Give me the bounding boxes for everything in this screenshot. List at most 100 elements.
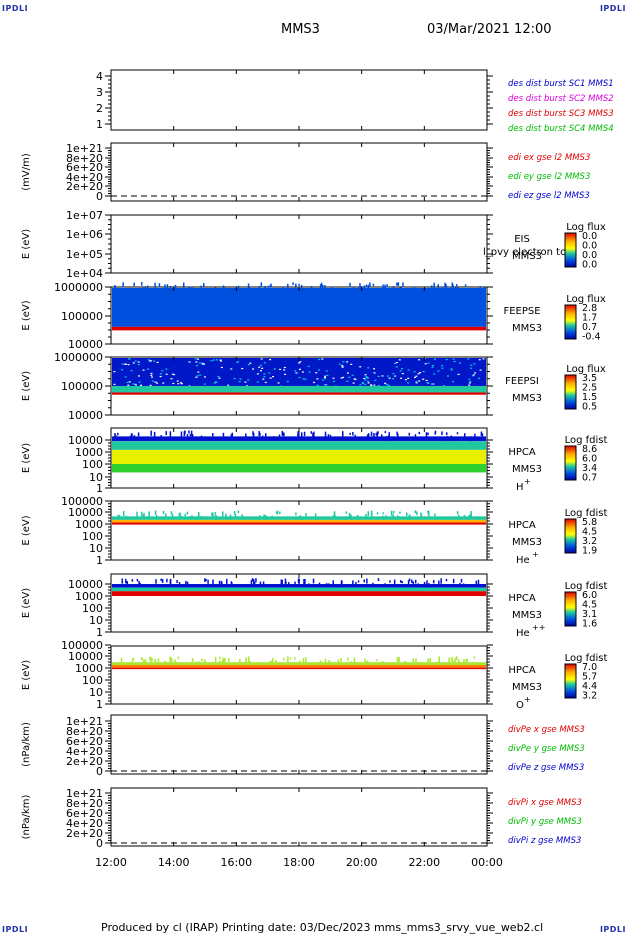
spectrogram-speckle <box>159 375 162 378</box>
colorbar <box>564 518 577 554</box>
spectrogram-speckle <box>473 363 476 365</box>
spectrogram-speckle <box>225 513 227 518</box>
spectrogram-band-green-yellow <box>112 662 486 666</box>
spectrogram-speckle <box>199 374 202 376</box>
spacecraft-label: MMS3 <box>512 393 542 404</box>
spectrogram-speckle <box>130 433 133 438</box>
spectrogram-speckle <box>457 515 460 521</box>
spectrogram-speckle <box>298 283 300 286</box>
colorbar-tick-label: 2.5 <box>582 383 597 394</box>
spectrogram-speckle <box>198 362 201 364</box>
colorbar <box>564 663 577 699</box>
spectrogram-speckle <box>169 661 172 664</box>
spectrogram-speckle <box>215 381 218 383</box>
spectrogram-speckle <box>287 283 289 290</box>
legend-entry: divPi x gse MMS3 <box>508 798 582 808</box>
colorbar-tick-label: 1.5 <box>582 392 597 403</box>
spectrogram-speckle <box>150 376 153 378</box>
spectrogram-speckle <box>407 580 410 586</box>
spectrogram-speckle <box>286 380 289 383</box>
spectrogram-speckle <box>164 660 166 667</box>
spectrogram-speckle <box>312 432 314 437</box>
spectrogram-speckle <box>397 515 399 520</box>
spectrogram-speckle <box>194 358 197 360</box>
spectrogram-speckle <box>365 284 368 288</box>
spectrogram-speckle <box>140 282 143 286</box>
spectrogram-speckle <box>437 284 439 290</box>
spectrogram-speckle <box>390 510 393 516</box>
spectrogram-speckle <box>259 515 261 521</box>
spectrogram-speckle <box>420 514 423 518</box>
spectrogram-speckle <box>247 283 250 289</box>
spectrogram-speckle <box>324 377 327 380</box>
spectrogram-speckle <box>164 284 166 291</box>
spectrogram-speckle <box>377 375 380 377</box>
spectrogram-speckle <box>185 580 187 587</box>
instrument-label: HPCA <box>508 665 536 676</box>
x-tick-label: 14:00 <box>158 856 190 869</box>
spectrogram-speckle <box>173 373 176 376</box>
spectrogram-speckle <box>233 511 236 515</box>
spectrogram-speckle <box>222 432 225 439</box>
spectrogram-speckle <box>230 434 233 437</box>
spectrogram-speckle <box>275 660 277 663</box>
spectrogram-speckle <box>469 513 472 518</box>
spectrogram-speckle <box>381 515 384 522</box>
spectrogram-speckle <box>238 381 241 383</box>
spectrogram-speckle <box>278 434 281 440</box>
spectrogram-speckle <box>350 514 352 521</box>
colorbar-tick-label: 0.0 <box>582 250 597 261</box>
spectrogram-speckle <box>380 434 383 439</box>
spectrogram-speckle <box>401 581 404 584</box>
spectrogram-speckle <box>148 657 151 660</box>
spectrogram-speckle <box>195 365 198 367</box>
spectrogram-speckle <box>191 287 193 292</box>
spectrogram-speckle <box>212 579 214 585</box>
spectrogram-speckle <box>396 282 398 286</box>
spectrogram-speckle <box>252 432 255 439</box>
spectrogram-speckle <box>214 512 217 515</box>
spectrogram-speckle <box>324 658 327 663</box>
colorbar-title: Log flux <box>566 294 606 305</box>
spectrogram-speckle <box>130 370 133 372</box>
spectrogram-speckle <box>263 514 265 517</box>
colorbar <box>564 374 577 410</box>
spectrogram-speckle <box>316 583 318 588</box>
legend-entry: divPe x gse MMS3 <box>508 725 585 735</box>
charge-label: + <box>532 550 539 559</box>
spectrogram-band-red <box>112 326 486 331</box>
spectrogram-speckle <box>155 579 157 584</box>
spectrogram-band-cyan-green <box>112 441 486 450</box>
spectrogram-speckle <box>195 361 198 363</box>
spectrogram-speckle <box>212 512 214 519</box>
colorbar-title: Log fdist <box>565 581 608 592</box>
spectrogram-speckle <box>221 582 223 585</box>
spectrogram-speckle <box>392 286 395 292</box>
spectrogram-speckle <box>392 378 395 380</box>
charge-label: + <box>524 695 531 704</box>
spectrogram-speckle <box>319 660 322 666</box>
legend-entry: des dist burst SC4 MMS4 <box>508 124 614 134</box>
spectrogram-speckle <box>114 286 117 289</box>
spectrogram-speckle <box>204 659 206 663</box>
spectrogram-speckle <box>219 360 222 362</box>
spectrogram-speckle <box>347 657 349 661</box>
spectrogram-speckle <box>234 513 237 519</box>
spectrogram-speckle <box>427 510 430 517</box>
spectrogram-speckle <box>303 431 306 437</box>
spectrogram-speckle <box>140 511 143 517</box>
spectrogram-speckle <box>171 373 174 375</box>
spectrogram-speckle <box>404 379 407 381</box>
spectrogram-speckle <box>301 371 304 373</box>
spectrogram-speckle <box>127 384 130 386</box>
spectrogram-speckle <box>226 578 228 585</box>
spectrogram-speckle <box>360 285 362 292</box>
spectrogram-speckle <box>415 380 418 383</box>
spectrogram-speckle <box>352 580 354 587</box>
spectrogram-speckle <box>456 511 459 515</box>
spectrogram-speckle <box>245 433 247 437</box>
spectrogram-speckle <box>133 282 135 287</box>
spectrogram-speckle <box>166 578 168 583</box>
